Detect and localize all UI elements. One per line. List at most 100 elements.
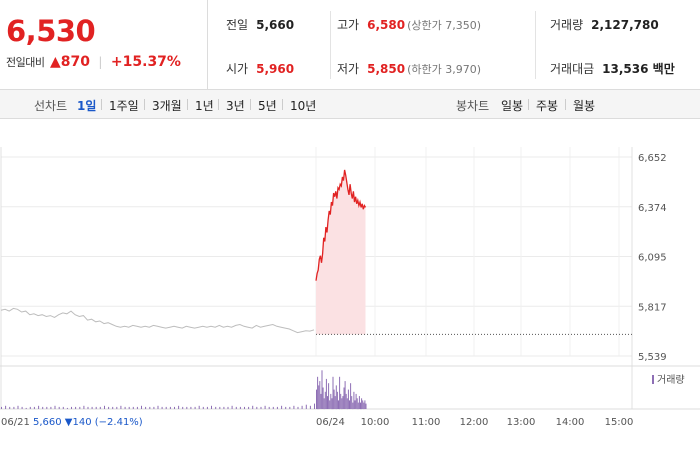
candle-chart-label: 봉차트	[456, 99, 490, 113]
volume-bar	[46, 406, 48, 409]
x-tick-label: 11:00	[412, 417, 441, 428]
volume-bar	[29, 406, 31, 409]
tab-monthly-candle[interactable]: 월봉	[573, 99, 596, 113]
tab-weekly-candle[interactable]: 주봉	[536, 99, 559, 113]
tab-10year[interactable]: 10년	[290, 99, 317, 113]
volume-bar	[136, 406, 138, 409]
volume-bar	[124, 406, 126, 409]
volume-bar	[281, 405, 283, 409]
volume-bar	[178, 405, 180, 409]
tab-3year[interactable]: 3년	[226, 99, 245, 113]
volume-bar	[33, 406, 35, 409]
volume-bar	[268, 406, 270, 409]
volume-bar	[231, 405, 233, 409]
stat-prev-close: 전일 5,660	[226, 18, 295, 32]
volume-bar	[13, 406, 15, 409]
volume-bar	[346, 398, 348, 410]
divider	[282, 99, 283, 110]
volume-bar	[169, 406, 171, 409]
volume-bar	[248, 406, 250, 409]
tab-1week[interactable]: 1주일	[109, 99, 139, 113]
volume-bar	[99, 406, 101, 409]
volume-bar	[227, 406, 229, 409]
volume-bar	[206, 406, 208, 409]
quote-panel: 6,530 전일대비 ▲870 | +15.37% 전일 5,660 고가 6,58…	[0, 0, 700, 90]
tab-1day[interactable]: 1일	[77, 99, 97, 113]
volume-bar	[153, 406, 155, 409]
prev-day-summary: 5,660 ▼140 (−2.41%)	[33, 417, 143, 428]
volume-bar	[309, 405, 311, 409]
volume-bar	[108, 406, 110, 409]
volume-bar	[174, 406, 175, 409]
stat-low: 저가 5,850 (하한가 3,970)	[337, 62, 481, 76]
volume-bar	[285, 406, 287, 409]
divider	[101, 99, 102, 110]
volume-bar	[329, 400, 331, 409]
volume-bar	[320, 393, 322, 409]
tab-daily-candle[interactable]: 일봉	[501, 99, 524, 113]
volume-bar	[149, 406, 151, 409]
today-series-line	[315, 169, 367, 281]
volume-bar	[289, 406, 291, 409]
volume-bar	[50, 406, 52, 409]
divider	[187, 99, 188, 110]
volume-bar	[141, 405, 142, 409]
volume-bar	[260, 406, 262, 409]
change-amount-value: 870	[60, 54, 90, 70]
x-tick-label: 10:00	[361, 417, 390, 428]
volume-bar	[116, 406, 118, 409]
volume-bar	[58, 406, 60, 409]
volume-bar	[186, 406, 188, 409]
volume-bar	[350, 383, 352, 409]
volume-bar	[319, 381, 321, 409]
volume-bar	[112, 406, 114, 409]
y-tick-label: 5,817	[638, 302, 667, 313]
stat-volume: 거래량 2,127,780	[550, 18, 659, 32]
change-label: 전일대비	[6, 56, 45, 69]
volume-bar	[343, 387, 345, 409]
volume-bar	[351, 396, 353, 409]
volume-bar	[145, 406, 147, 409]
price-chart: 6,652 6,374 6,095 5,817 5,539 거래량 06/21 5,660 ▼…	[0, 119, 700, 450]
line-chart-label: 선차트	[34, 99, 68, 113]
change-amount: ▲870	[50, 54, 90, 70]
divider	[330, 11, 331, 79]
volume-bar	[334, 396, 336, 409]
tab-5year[interactable]: 5년	[258, 99, 277, 113]
volume-bar	[330, 393, 332, 409]
x-tick-label: 14:00	[556, 417, 585, 428]
volume-bar	[157, 405, 159, 409]
volume-bar	[95, 406, 97, 409]
volume-bar	[120, 405, 122, 409]
volume-bar	[363, 402, 365, 410]
volume-bar	[336, 391, 338, 409]
x-tick-label: 06/21	[1, 417, 30, 428]
volume-bar	[318, 385, 320, 410]
price-box: 6,530 전일대비 ▲870 | +15.37%	[0, 0, 208, 90]
volume-bar	[358, 396, 360, 409]
tab-3month[interactable]: 3개월	[152, 99, 182, 113]
tab-1year[interactable]: 1년	[195, 99, 214, 113]
volume-bar	[202, 406, 204, 409]
volume-bar	[361, 398, 363, 410]
divider: |	[98, 55, 103, 69]
volume-bar	[198, 405, 200, 409]
volume-bar	[211, 405, 212, 409]
volume-bar	[71, 406, 72, 409]
chart-canvas: 6,652 6,374 6,095 5,817 5,539 거래량 06/21 5,660 ▼…	[0, 147, 700, 428]
volume-bar	[354, 400, 356, 409]
divider	[528, 99, 529, 110]
volume-bar	[331, 398, 333, 410]
chart-period-tabs: 선차트 1일 1주일 3개월 1년 3년 5년 10년 봉차트 일봉 주봉 월봉	[0, 90, 700, 119]
volume-bar	[365, 403, 367, 409]
volume-bar	[321, 370, 323, 409]
volume-bar	[352, 402, 354, 410]
volume-bar	[272, 406, 274, 409]
volume-bar	[66, 407, 68, 409]
volume-bar	[339, 376, 341, 410]
volume-bar	[42, 406, 44, 409]
volume-bar	[347, 389, 349, 409]
y-tick-label: 6,095	[638, 253, 667, 264]
volume-bar	[182, 406, 184, 409]
volume-bar	[104, 405, 105, 409]
